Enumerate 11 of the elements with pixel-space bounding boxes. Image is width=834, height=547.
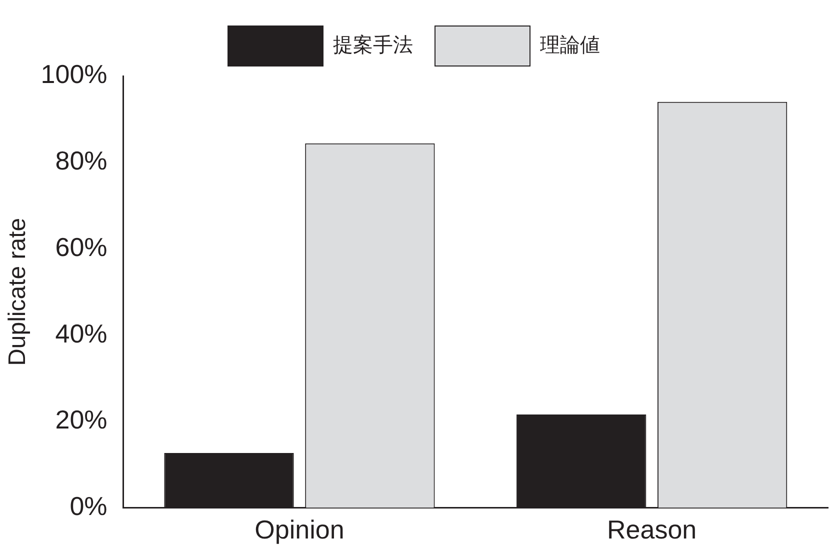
y-tick-label: 100% — [40, 59, 108, 90]
y-tick-label: 40% — [55, 318, 108, 348]
y-tick-label: 0% — [70, 490, 108, 521]
x-tick-label: Opinion — [254, 514, 344, 545]
y-axis-title: Duplicate rate — [4, 218, 32, 366]
legend-label: 提案手法 — [333, 34, 413, 57]
legend-label: 理論値 — [540, 34, 600, 57]
y-tick-label: 20% — [55, 404, 108, 435]
y-tick-label: 80% — [55, 146, 108, 176]
y-tick-label: 60% — [55, 232, 108, 262]
x-tick-label: Reason — [607, 514, 697, 545]
